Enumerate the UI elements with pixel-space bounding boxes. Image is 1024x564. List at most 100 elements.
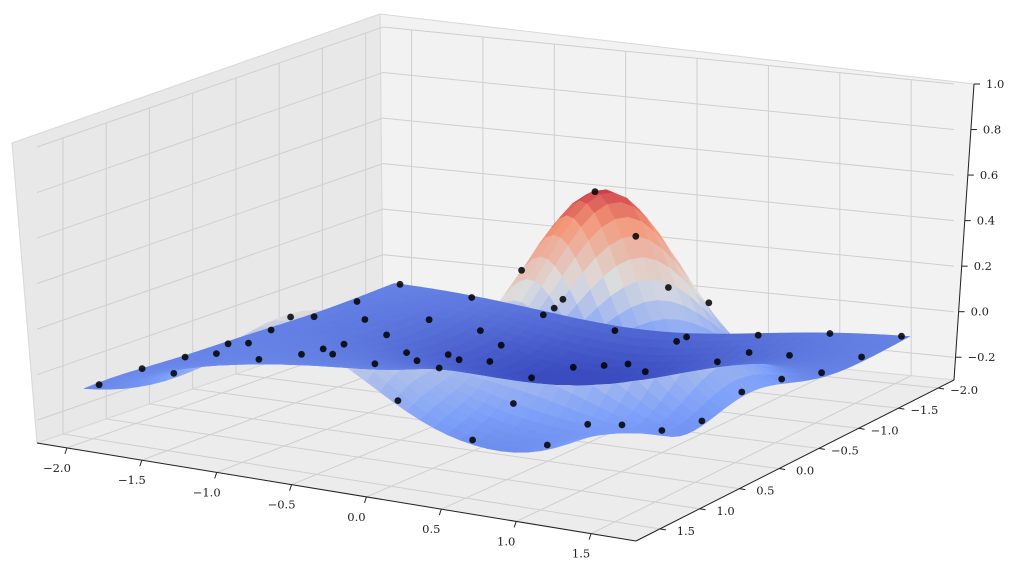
y-tick-mark [659, 528, 666, 531]
sample-point [618, 421, 626, 429]
sample-point [778, 375, 786, 383]
sample-point [170, 370, 178, 377]
sample-point [477, 327, 484, 334]
z-gridline [36, 163, 955, 285]
x-tick-label: −0.5 [268, 498, 296, 512]
x-tick-label: 0.5 [422, 522, 440, 536]
z-tick-label: 0.4 [977, 214, 995, 228]
z-axis-line [953, 83, 975, 381]
sample-point [584, 420, 592, 428]
sample-point [624, 360, 632, 368]
sample-point [826, 330, 834, 337]
x-gridline [590, 79, 912, 535]
y-tick-label: −1.5 [910, 403, 938, 417]
z-tick-label: 0.6 [980, 168, 998, 182]
z-tick-label: 0.2 [974, 259, 992, 273]
sample-point [435, 364, 443, 372]
x-tick-mark [214, 472, 218, 479]
sample-point [298, 350, 305, 358]
sample-point [665, 284, 672, 291]
y-axis-line [635, 379, 955, 542]
y-gridline [62, 138, 660, 530]
sample-point [383, 331, 390, 339]
sample-point [181, 353, 189, 361]
sample-point [95, 381, 103, 389]
sample-point [510, 400, 517, 407]
x-tick-mark [363, 496, 367, 504]
sample-point [528, 374, 535, 382]
y-tick-label: 1.0 [716, 504, 734, 518]
sample-point [413, 357, 421, 365]
y-tick-mark [858, 427, 865, 430]
sample-point [444, 351, 452, 358]
y-gridline [148, 108, 740, 490]
sample-point [497, 341, 505, 349]
y-tick-label: −0.5 [831, 443, 859, 457]
z-tick-label: 0.0 [971, 305, 989, 319]
sample-point [745, 349, 753, 356]
x-tick-mark [513, 521, 517, 528]
sample-point [353, 298, 361, 305]
sample-point [683, 333, 690, 341]
sample-point [714, 358, 721, 366]
y-tick-label: 0.0 [796, 464, 814, 478]
x-tick-label: 0.0 [347, 510, 365, 524]
y-tick-label: −1.0 [871, 423, 899, 437]
sample-point [255, 356, 263, 363]
sample-point [705, 299, 713, 307]
sample-point [319, 345, 327, 353]
sample-point [898, 332, 905, 340]
sample-point [361, 316, 369, 323]
x-tick-label: 1.0 [497, 534, 515, 548]
sample-point [754, 331, 762, 339]
y-tick-mark [699, 508, 706, 511]
sample-point [641, 368, 649, 376]
sample-point [673, 338, 680, 345]
y-tick-mark [938, 387, 945, 390]
sample-point [455, 356, 463, 364]
y-tick-mark [739, 488, 746, 491]
sample-point [818, 369, 825, 377]
sample-points [95, 188, 905, 449]
x-tick-mark [588, 533, 592, 540]
sample-point [224, 340, 232, 348]
x-tick-label: −2.0 [43, 461, 71, 475]
y-gridline [105, 123, 700, 510]
z-tick-label: −0.2 [968, 350, 996, 364]
sample-point [786, 352, 793, 359]
sample-point [569, 363, 577, 371]
sample-point [559, 295, 567, 303]
sample-point [310, 313, 318, 321]
x-tick-label: 1.5 [572, 547, 590, 561]
sample-point [403, 349, 410, 356]
z-gridline [36, 254, 955, 376]
z-gridline [36, 208, 955, 330]
x-tick-mark [438, 508, 442, 516]
sample-point [394, 397, 402, 404]
sample-point [138, 365, 146, 372]
sample-point [267, 326, 275, 334]
z-tick-label: 0.8 [983, 123, 1001, 137]
sample-point [425, 316, 433, 324]
sample-point [600, 362, 608, 369]
z-gridline [36, 26, 955, 148]
sample-point [329, 350, 337, 358]
y-tick-mark [818, 447, 825, 450]
sample-point [245, 339, 252, 347]
x-axis-line [36, 442, 637, 542]
y-tick-mark [898, 407, 905, 410]
sample-point [698, 417, 706, 425]
sample-point [738, 388, 746, 396]
x-tick-mark [139, 459, 143, 467]
sample-point [468, 294, 476, 301]
sample-point [632, 232, 640, 240]
z-gridline [36, 117, 955, 239]
sample-point [858, 353, 865, 361]
x-tick-mark [289, 484, 293, 491]
x-tick-label: −1.5 [118, 473, 146, 487]
sample-point [287, 313, 294, 321]
y-tick-mark [779, 468, 786, 471]
sample-point [518, 266, 525, 274]
